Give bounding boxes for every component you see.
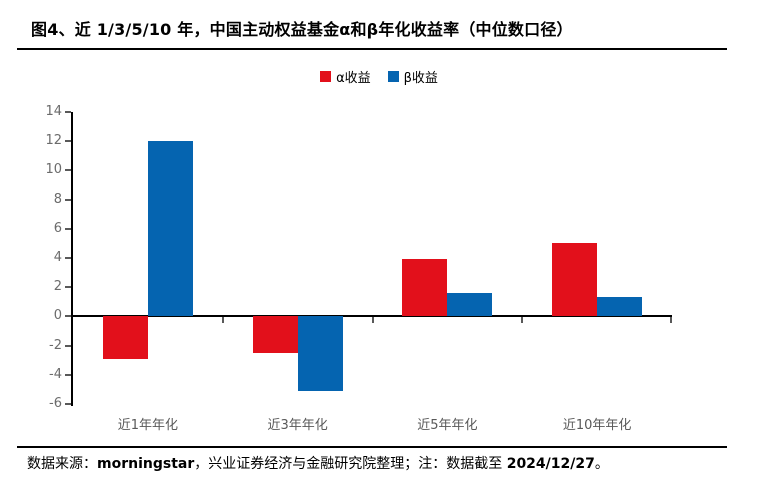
legend-item: α收益: [320, 67, 371, 86]
source-note-segment: 。: [594, 456, 609, 472]
y-axis-tick-label: 0: [53, 308, 62, 324]
y-axis-tick: [65, 286, 71, 289]
y-axis-tick-label: 6: [53, 220, 62, 236]
y-axis-tick: [65, 198, 71, 201]
x-axis-category-label: 近3年年化: [267, 418, 328, 433]
x-axis-tick: [670, 317, 672, 324]
legend-label: β收益: [403, 71, 438, 86]
chart-legend: α收益 β收益: [0, 67, 758, 86]
legend-swatch-alpha: [320, 71, 332, 82]
y-axis-tick-label: 4: [53, 250, 62, 265]
source-note-segment: 数据来源：: [27, 456, 97, 472]
x-axis-category-label: 近1年年化: [117, 418, 179, 433]
y-axis-tick: [65, 315, 71, 318]
x-axis-tick: [221, 317, 224, 324]
source-note: 数据来源：morningstar，兴业证券经济与金融研究院整理；注：数据截至 2…: [27, 453, 609, 473]
chart-plot-area: [65, 111, 672, 406]
y-axis-tick: [65, 169, 71, 172]
y-axis-tick-label: -2: [49, 337, 62, 353]
source-note-segment: 2024/12/27: [506, 456, 595, 472]
legend-swatch-beta: [387, 71, 399, 82]
bar-beta: [447, 293, 493, 317]
y-axis-tick: [65, 403, 71, 405]
y-axis-line: [71, 112, 73, 406]
y-axis-tick-label: 10: [45, 162, 62, 178]
bar-beta: [597, 297, 643, 317]
y-axis-tick: [65, 111, 71, 113]
y-axis-tick-label: 8: [53, 191, 62, 207]
y-axis-tick-label: 14: [45, 104, 62, 119]
bar-alpha: [102, 316, 148, 359]
legend-label: α收益: [336, 71, 371, 86]
source-note-segment: ，兴业证券经济与金融研究院整理；注：数据截至: [194, 456, 507, 472]
y-axis-tick-label: 12: [45, 133, 62, 149]
figure-title: 图4、近 1/3/5/10 年，中国主动权益基金α和β年化收益率（中位数口径）: [31, 20, 573, 39]
y-axis-tick: [65, 140, 71, 143]
x-axis-tick: [521, 317, 524, 324]
bar-alpha: [402, 259, 448, 317]
footer-divider: [17, 446, 727, 448]
x-axis-zero-line: [73, 315, 672, 318]
title-divider: [17, 48, 727, 50]
bar-beta: [297, 316, 343, 391]
x-axis-tick: [371, 317, 374, 324]
y-axis-tick-label: -4: [49, 366, 62, 382]
y-axis-tick: [65, 257, 71, 259]
y-axis-tick: [65, 344, 71, 347]
bar-alpha: [552, 243, 598, 317]
source-note-segment: morningstar: [97, 456, 195, 472]
y-axis-tick: [65, 373, 71, 376]
x-axis-category-label: 近5年年化: [417, 418, 478, 433]
bar-alpha: [252, 316, 298, 353]
legend-item: β收益: [387, 67, 438, 86]
y-axis-tick: [65, 227, 71, 230]
y-axis-tick-label: -6: [49, 396, 62, 411]
y-axis-tick-label: 2: [53, 279, 62, 295]
bar-beta: [147, 141, 193, 317]
x-axis-category-label: 近10年年化: [562, 418, 632, 433]
